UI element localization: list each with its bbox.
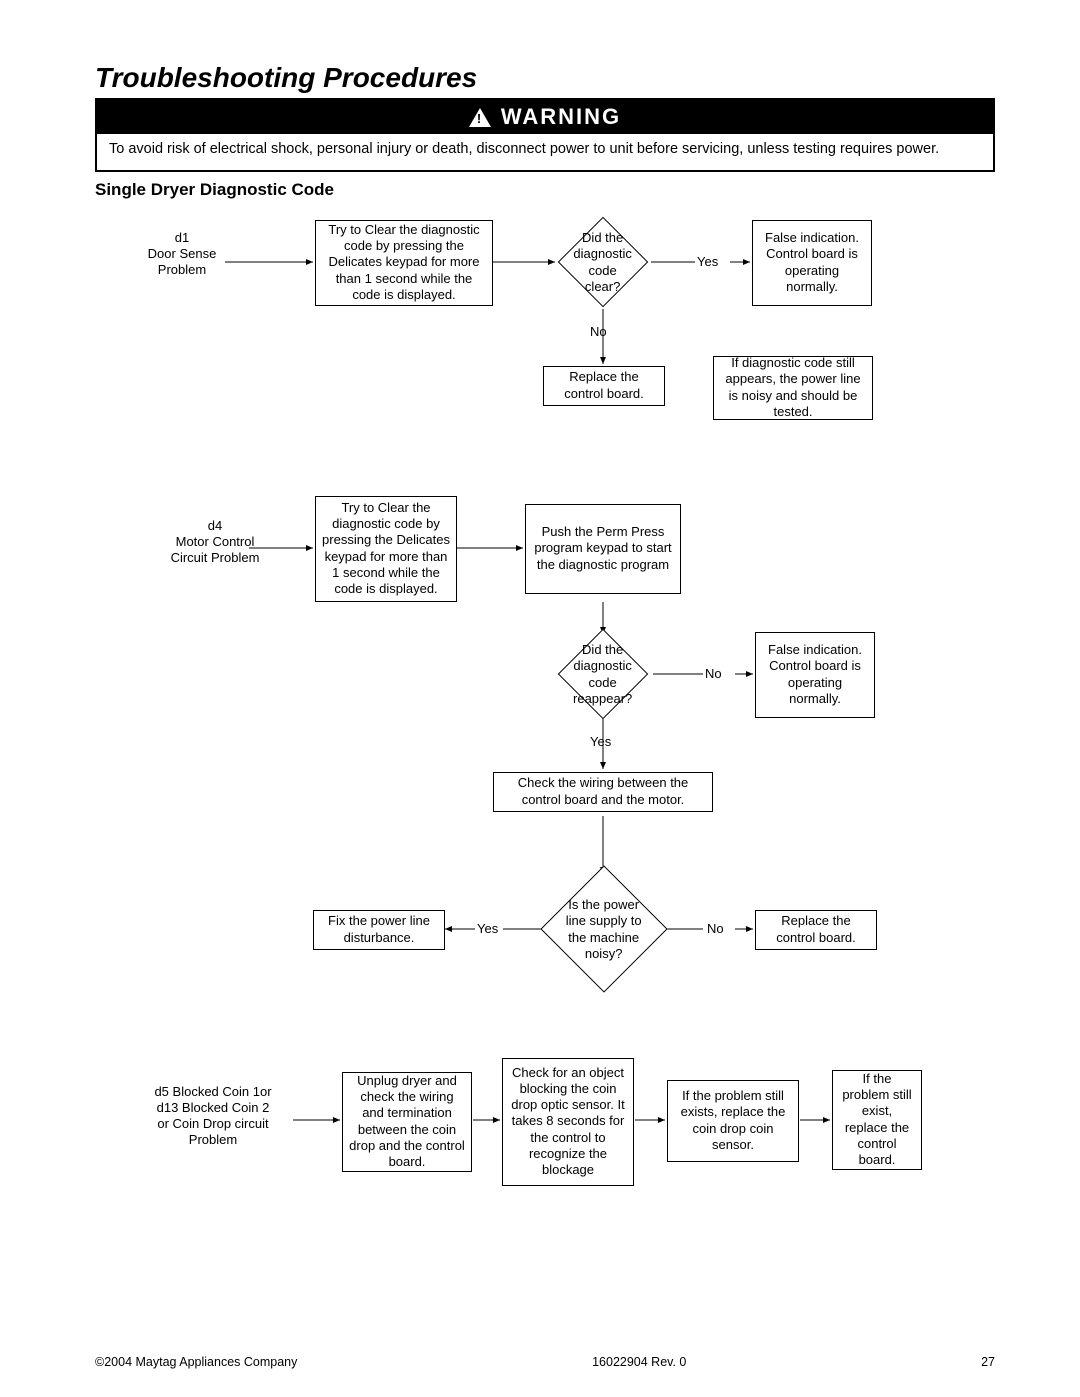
warning-icon bbox=[469, 108, 491, 127]
warning-label: WARNING bbox=[501, 104, 621, 130]
d4-yes2-label: Yes bbox=[477, 921, 498, 937]
d4-no-label: No bbox=[705, 666, 722, 682]
d1-start: d1Door SenseProblem bbox=[127, 230, 237, 279]
d4-decision1: Did the diagnostic code reappear? bbox=[558, 628, 649, 719]
d5-step4: If the problem still exist, replace the … bbox=[832, 1070, 922, 1170]
d1-out-yes: False indication. Control board is opera… bbox=[752, 220, 872, 306]
d1-out-no: Replace the control board. bbox=[543, 366, 665, 406]
footer-center: 16022904 Rev. 0 bbox=[592, 1355, 686, 1369]
d4-step1: Try to Clear the diagnostic code by pres… bbox=[315, 496, 457, 602]
d4-out-no: False indication. Control board is opera… bbox=[755, 632, 875, 718]
d1-yes-label: Yes bbox=[697, 254, 718, 270]
d4-step3: Check the wiring between the control boa… bbox=[493, 772, 713, 812]
d1-decision: Did the diagnostic code clear? bbox=[558, 216, 649, 307]
d4-start: d4Motor ControlCircuit Problem bbox=[145, 518, 285, 567]
page-footer: ©2004 Maytag Appliances Company 16022904… bbox=[95, 1355, 995, 1369]
page-title: Troubleshooting Procedures bbox=[95, 62, 995, 94]
d1-decision-text: Did the diagnostic code clear? bbox=[572, 229, 634, 294]
d4-dec2-text: Is the power line supply to the machine … bbox=[560, 896, 648, 961]
footer-left: ©2004 Maytag Appliances Company bbox=[95, 1355, 297, 1369]
d1-no-label: No bbox=[590, 324, 607, 340]
d4-no2-label: No bbox=[707, 921, 724, 937]
d1-step1: Try to Clear the diagnostic code by pres… bbox=[315, 220, 493, 306]
d4-step2: Push the Perm Press program keypad to st… bbox=[525, 504, 681, 594]
d5-start: d5 Blocked Coin 1ord13 Blocked Coin 2or … bbox=[123, 1084, 303, 1149]
d5-step3: If the problem still exists, replace the… bbox=[667, 1080, 799, 1162]
d5-step1: Unplug dryer and check the wiring and te… bbox=[342, 1072, 472, 1172]
section-title: Single Dryer Diagnostic Code bbox=[95, 180, 995, 200]
d4-yes-label: Yes bbox=[590, 734, 611, 750]
d4-out-yes2: Fix the power line disturbance. bbox=[313, 910, 445, 950]
footer-right: 27 bbox=[981, 1355, 995, 1369]
d4-decision2: Is the power line supply to the machine … bbox=[540, 865, 667, 992]
d4-dec1-text: Did the diagnostic code reappear? bbox=[572, 641, 634, 706]
d4-out-no2: Replace the control board. bbox=[755, 910, 877, 950]
warning-box: WARNING To avoid risk of electrical shoc… bbox=[95, 98, 995, 172]
warning-header: WARNING bbox=[97, 100, 993, 134]
d1-note: If diagnostic code still appears, the po… bbox=[713, 356, 873, 420]
flowchart-canvas: d1Door SenseProblem Try to Clear the dia… bbox=[95, 204, 995, 1334]
d5-step2: Check for an object blocking the coin dr… bbox=[502, 1058, 634, 1186]
warning-text: To avoid risk of electrical shock, perso… bbox=[109, 140, 981, 160]
